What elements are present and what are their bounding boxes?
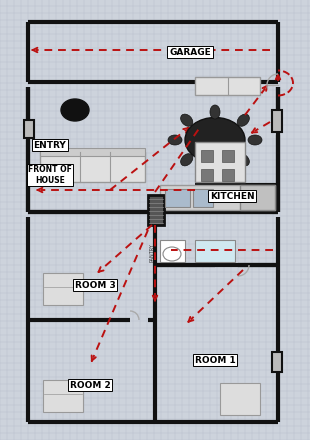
Bar xyxy=(160,240,185,262)
Bar xyxy=(222,150,234,162)
Bar xyxy=(195,142,245,182)
Bar xyxy=(165,189,190,207)
Ellipse shape xyxy=(185,117,245,162)
Bar xyxy=(220,383,260,415)
Bar xyxy=(148,195,164,225)
Ellipse shape xyxy=(237,114,249,126)
Ellipse shape xyxy=(61,99,89,121)
Text: KITCHEN: KITCHEN xyxy=(210,191,254,201)
Bar xyxy=(272,110,282,132)
Bar xyxy=(24,120,34,138)
Ellipse shape xyxy=(210,161,220,175)
Text: ROOM 1: ROOM 1 xyxy=(195,356,235,364)
Bar xyxy=(222,169,234,181)
Bar xyxy=(201,169,213,181)
Ellipse shape xyxy=(181,154,193,166)
Bar xyxy=(40,148,145,156)
Bar xyxy=(160,185,275,210)
Bar xyxy=(195,77,260,95)
Ellipse shape xyxy=(248,135,262,145)
Bar xyxy=(272,352,282,372)
Bar xyxy=(201,150,213,162)
Text: ENTRY: ENTRY xyxy=(33,140,66,150)
Text: ROOM 3: ROOM 3 xyxy=(75,281,115,290)
Ellipse shape xyxy=(181,114,193,126)
Bar xyxy=(195,240,235,262)
Ellipse shape xyxy=(210,105,220,119)
Bar xyxy=(43,380,83,412)
Text: PANTRY: PANTRY xyxy=(149,243,154,262)
Text: GARAGE: GARAGE xyxy=(169,48,211,56)
Bar xyxy=(40,152,145,182)
Bar xyxy=(193,189,213,207)
Ellipse shape xyxy=(168,135,182,145)
Ellipse shape xyxy=(237,154,249,166)
Bar xyxy=(240,185,275,210)
Bar xyxy=(43,273,83,305)
Text: FRONT OF
HOUSE: FRONT OF HOUSE xyxy=(28,165,72,185)
Ellipse shape xyxy=(163,247,181,261)
Text: ROOM 2: ROOM 2 xyxy=(70,381,110,389)
